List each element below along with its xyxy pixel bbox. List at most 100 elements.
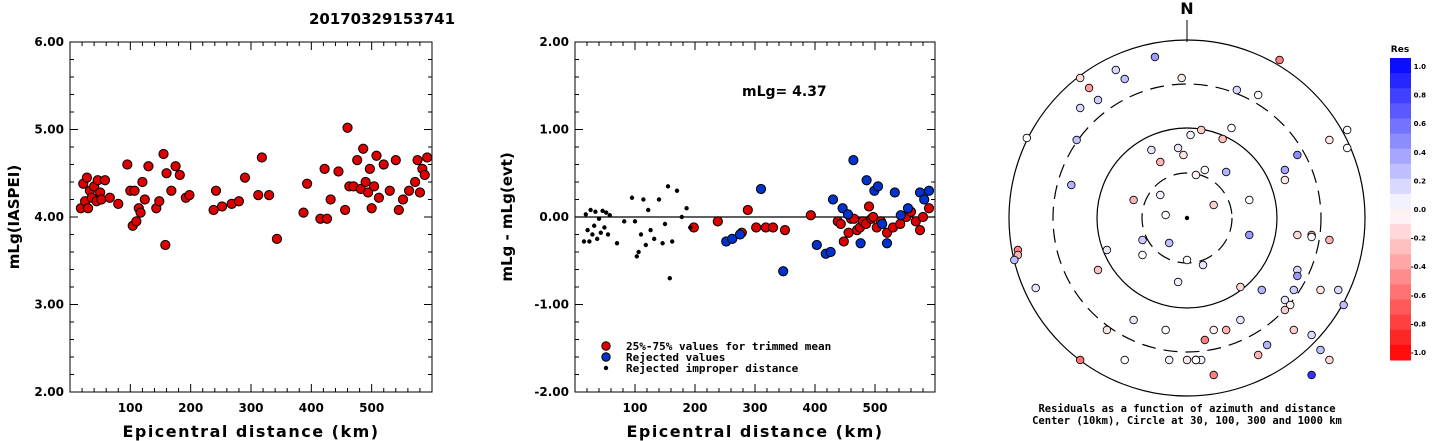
data-point [1325, 235, 1334, 245]
data-point [1200, 335, 1209, 345]
data-point [1209, 200, 1218, 210]
data-point [1236, 282, 1245, 292]
data-point [843, 227, 854, 238]
data-point [646, 207, 651, 213]
y-tick-label: 5.00 [34, 123, 64, 137]
data-point [1067, 180, 1076, 190]
data-point [333, 166, 344, 177]
data-point [1280, 175, 1290, 185]
data-points [75, 122, 433, 251]
data-point [1156, 190, 1165, 200]
data-point [384, 185, 395, 196]
ring-100km [1096, 127, 1278, 309]
data-point [600, 208, 605, 214]
data-point [1209, 325, 1218, 335]
colorbar-cell [1390, 254, 1411, 270]
data-point [670, 239, 675, 244]
x-tick-label: 300 [742, 401, 767, 415]
data-point [881, 238, 893, 249]
data-point [362, 187, 374, 198]
data-point [889, 187, 900, 198]
ring-1000km [1008, 39, 1366, 397]
colorbar-tick-label: -0.4 [1411, 263, 1426, 271]
data-point [827, 194, 839, 205]
colorbar-cell [1390, 163, 1411, 180]
data-point [1232, 85, 1242, 95]
data-point [352, 155, 363, 166]
colorbar-cell [1390, 88, 1411, 104]
data-point [170, 161, 181, 172]
axis-ticks: 100 200 300 400 500 -2.00 -1.00 0.00 1.00 2.00 [534, 35, 936, 415]
colorbar-cell [1390, 209, 1411, 225]
data-point [390, 155, 401, 166]
colorbar-title: Res [1391, 45, 1409, 55]
x-tick-label: 500 [359, 401, 384, 415]
data-point [319, 163, 330, 174]
data-point [422, 152, 433, 163]
data-point [160, 239, 171, 251]
data-point [1120, 74, 1129, 84]
data-point [734, 229, 746, 240]
data-point [1236, 315, 1245, 325]
data-point [588, 207, 593, 213]
data-point [923, 203, 935, 214]
caption-line-1: Residuals as a function of azimuth and d… [1038, 403, 1335, 415]
data-point [1093, 95, 1103, 105]
data-point [414, 187, 426, 198]
data-point [607, 213, 612, 218]
data-point [174, 169, 185, 181]
data-point [342, 122, 353, 133]
data-point [233, 196, 245, 207]
data-point [877, 218, 888, 230]
colorbar-cell [1390, 284, 1411, 301]
data-point [581, 239, 587, 244]
x-tick-label: 300 [238, 401, 263, 415]
data-point [1111, 65, 1120, 75]
figure-title: 20170329153741 [309, 10, 455, 28]
data-point [868, 211, 879, 223]
data-point [1129, 195, 1138, 205]
data-point [596, 216, 602, 221]
data-point [825, 246, 836, 258]
data-point [838, 236, 849, 247]
azimuth-residual-polar-plot: N Residuals as a function of azimuth and… [1008, 0, 1366, 427]
colorbar-cell [1390, 299, 1411, 316]
data-point [1177, 73, 1186, 83]
data-point [638, 232, 644, 237]
data-point [585, 227, 590, 233]
data-point [1334, 285, 1343, 295]
data-point [113, 198, 124, 209]
data-point [712, 216, 723, 227]
colorbar-cell [1390, 133, 1411, 150]
colorbar-cell [1390, 239, 1411, 255]
data-point [393, 204, 404, 216]
data-point [665, 184, 671, 189]
data-point [622, 219, 627, 224]
colorbar-tick-label: 0.2 [1414, 177, 1427, 185]
data-point [1275, 55, 1284, 65]
colorbar-cell [1390, 224, 1411, 240]
data-point [1325, 355, 1334, 365]
data-point [1221, 325, 1231, 335]
colorbar-cell [1390, 118, 1411, 134]
data-point [1093, 265, 1103, 275]
colorbar-cell [1390, 103, 1411, 119]
data-point [751, 222, 762, 233]
data-point [1307, 232, 1316, 242]
data-point [158, 148, 169, 160]
data-point [679, 214, 684, 220]
data-point [643, 242, 648, 248]
data-point [131, 216, 142, 227]
data-point [1197, 125, 1206, 135]
data-point [595, 236, 600, 242]
data-point [662, 221, 668, 227]
data-point [923, 185, 935, 196]
data-point [364, 163, 375, 174]
data-point [688, 225, 693, 230]
x-tick-label: 400 [299, 401, 324, 415]
data-point [1245, 230, 1254, 240]
data-point [397, 194, 409, 205]
data-point [321, 213, 333, 224]
x-tick-label: 400 [802, 401, 827, 415]
colorbar-cell [1390, 193, 1411, 210]
